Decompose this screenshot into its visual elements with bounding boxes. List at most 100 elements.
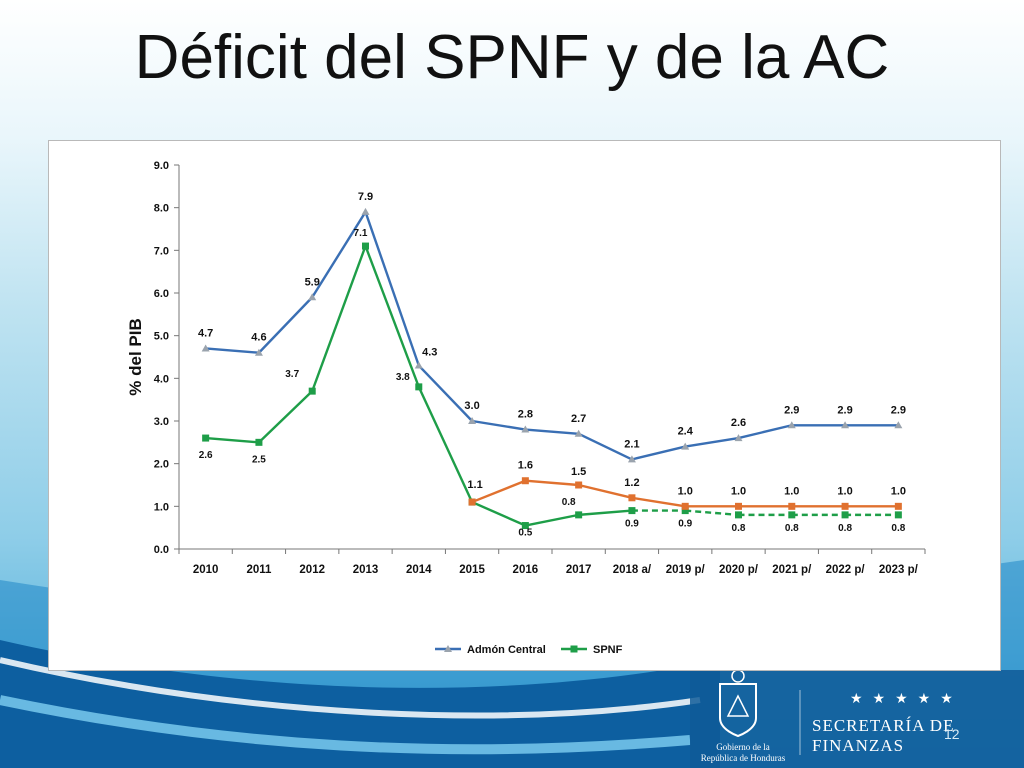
- admon-point: [734, 434, 743, 442]
- series-admon-central-segment: [311, 211, 367, 298]
- series-admon-central-segment: [685, 436, 739, 448]
- series-admon-central-segment: [471, 419, 526, 431]
- admon-point: [787, 421, 796, 429]
- org-name: SECRETARÍA DE FINANZAS: [812, 716, 955, 755]
- secondary-data-label: 1.0: [678, 485, 693, 497]
- line-chart: 0.0 1.0 2.0 3.0 4.0 5.0 6.0 7.0 8.0 9.0 2010 2011 20…: [126, 160, 926, 656]
- y-tick-label: 0.0: [154, 544, 169, 556]
- x-tick-label: 2023 p/: [879, 564, 919, 576]
- series-admon-central-segment: [258, 296, 314, 354]
- admon-point: [627, 455, 636, 463]
- admon-point: [894, 421, 903, 429]
- series-spnf-segment: [471, 500, 526, 527]
- admon-data-label: 2.4: [678, 426, 694, 438]
- series-admon-central-segment: [738, 424, 793, 440]
- series-spnf-segment: [258, 390, 314, 444]
- spnf-data-label: 3.8: [396, 372, 410, 383]
- x-tick-label: 2021 p/: [772, 564, 812, 576]
- series-admon-central-segment: [417, 364, 473, 422]
- series-spnf-secondary-segment: [631, 496, 686, 508]
- secondary-data-label: 1.0: [837, 485, 852, 497]
- spnf-data-label: 2.6: [199, 450, 213, 461]
- gov-caption: Gobierno de la República de Honduras: [688, 742, 798, 764]
- series-spnf-secondary-point: [575, 481, 583, 489]
- series-spnf-secondary-point: [788, 502, 796, 510]
- series-spnf-secondary-point: [894, 502, 902, 510]
- spnf-data-label: 3.7: [285, 369, 299, 380]
- legend-label: SPNF: [593, 644, 623, 656]
- series-spnf-point: [415, 383, 423, 391]
- series-spnf-point: [788, 511, 796, 519]
- spnf-data-label: 0.8: [838, 523, 852, 534]
- series-spnf-point: [521, 522, 529, 530]
- y-axis-title: % del PIB: [126, 318, 145, 395]
- series-admon-central-segment: [205, 347, 260, 354]
- admon-data-label: 7.9: [358, 191, 373, 203]
- admon-data-label: 4.3: [422, 347, 437, 359]
- admon-point: [521, 425, 530, 433]
- series-spnf-secondary-point: [735, 502, 742, 510]
- series-spnf-segment: [311, 245, 367, 392]
- series-admon-central-segment: [631, 445, 686, 461]
- admon-point: [841, 421, 850, 429]
- admon-data-label: 3.0: [464, 400, 479, 412]
- secondary-data-label: 1.0: [731, 485, 746, 497]
- admon-data-label: 4.6: [251, 332, 266, 344]
- admon-data-label: 2.1: [624, 438, 639, 450]
- legend-marker: [570, 645, 578, 653]
- series-spnf-secondary-segment: [578, 483, 633, 499]
- x-tick-label: 2012: [299, 564, 325, 576]
- series-spnf-secondary-point: [681, 502, 689, 510]
- series-spnf-secondary-point: [841, 502, 849, 510]
- admon-data-label: 2.8: [518, 409, 533, 421]
- x-tick-label: 2015: [459, 564, 485, 576]
- page-number: 12: [944, 726, 960, 742]
- gov-line-2: República de Honduras: [700, 753, 786, 763]
- admon-data-label: 2.9: [891, 404, 906, 416]
- series-spnf-point: [308, 387, 316, 395]
- admon-point: [201, 344, 210, 352]
- star-icons: ★★★★★: [850, 690, 963, 706]
- admon-point: [308, 293, 317, 301]
- spnf-data-label: 0.8: [891, 523, 905, 534]
- spnf-data-label: 0.9: [678, 519, 692, 530]
- spnf-data-label: 0.8: [732, 523, 746, 534]
- series-admon-central-segment: [578, 432, 633, 461]
- series-spnf-segment: [364, 245, 420, 388]
- admon-data-label: 2.9: [784, 404, 799, 416]
- y-tick-label: 4.0: [154, 373, 169, 385]
- series-spnf-point: [628, 507, 636, 515]
- series-spnf-point: [255, 438, 263, 446]
- admon-point: [414, 361, 423, 369]
- y-tick-label: 2.0: [154, 459, 169, 471]
- series-spnf-point: [841, 511, 849, 519]
- x-tick-label: 2011: [246, 564, 272, 576]
- x-tick-label: 2014: [406, 564, 432, 576]
- x-tick-label: 2013: [353, 564, 379, 576]
- legend-label: Admón Central: [467, 644, 546, 656]
- y-tick-label: 8.0: [154, 203, 169, 215]
- chart-panel: 0.0 1.0 2.0 3.0 4.0 5.0 6.0 7.0 8.0 9.0 2010 2011 20…: [48, 140, 1001, 671]
- x-tick-label: 2010: [193, 564, 219, 576]
- x-tick-label: 2022 p/: [826, 564, 866, 576]
- legend-marker: [444, 645, 452, 652]
- spnf-data-label: 0.8: [562, 497, 576, 508]
- admon-point: [681, 442, 690, 450]
- admon-data-label: 4.7: [198, 327, 213, 339]
- y-tick-label: 5.0: [154, 331, 169, 343]
- admon-data-label: 2.9: [837, 404, 852, 416]
- y-tick-label: 7.0: [154, 245, 169, 257]
- series-spnf-secondary-segment: [471, 479, 526, 504]
- series-spnf-point: [202, 434, 210, 442]
- series-spnf-segment: [578, 509, 633, 517]
- series-spnf-point: [575, 511, 583, 519]
- series-spnf-secondary-point: [628, 494, 636, 502]
- series-spnf-segment: [685, 509, 739, 517]
- series-spnf-point: [894, 511, 902, 519]
- x-tick-label: 2018 a/: [613, 564, 652, 576]
- admon-point: [361, 207, 370, 215]
- spnf-data-label: 0.8: [785, 523, 799, 534]
- spnf-data-label: 7.1: [354, 228, 368, 239]
- secondary-data-label: 1.1: [467, 479, 482, 491]
- y-tick-label: 6.0: [154, 288, 169, 300]
